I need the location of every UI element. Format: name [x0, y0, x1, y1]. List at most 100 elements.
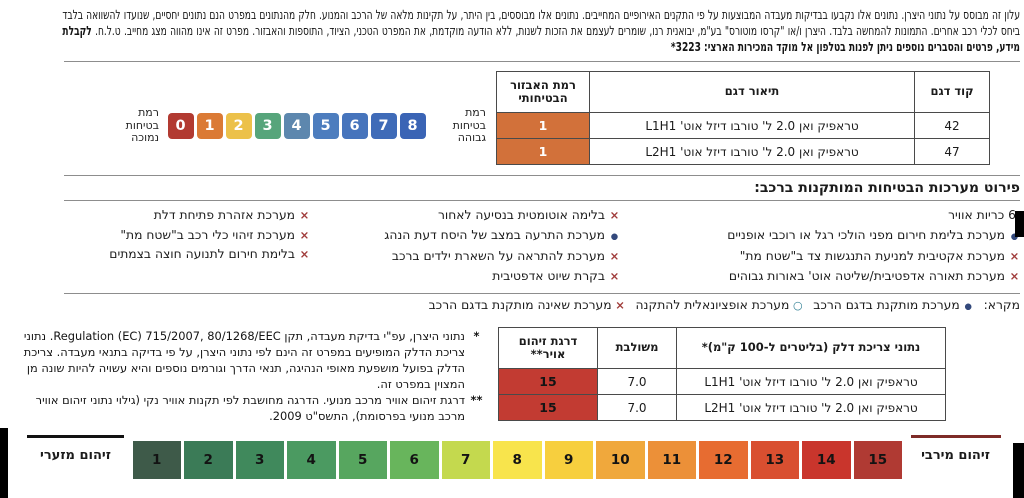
feature-marker-icon	[609, 267, 620, 287]
divider	[64, 175, 1020, 176]
feature-marker-icon	[1009, 247, 1020, 267]
footnote-asterisk: *	[473, 329, 480, 343]
safety-systems-title: פירוט מערכות הבטיחות המותקנות ברכב:	[754, 180, 1020, 196]
safety-feature-item: מערכת אזהרת פתיחת דלת	[64, 206, 310, 226]
fuel-combined-header: משולבת	[597, 327, 677, 369]
legend-label: מקרא:	[983, 298, 1020, 312]
footnote-text: נתוני היצרן, עפ"י בדיקת מעבדה, תקן Regul…	[23, 329, 465, 391]
safety-feature-item: 6 כריות אוויר	[628, 206, 1020, 226]
safety-scale-high-label: רמת בטיחות גבוהה	[452, 106, 486, 144]
safety-scale-step: 5	[312, 112, 339, 139]
pollution-degree-header: דרגת זיהום אויר**	[498, 327, 598, 369]
footnotes-block: * נתוני היצרן, עפ"י בדיקת מעבדה, תקן Reg…	[6, 328, 484, 424]
pollution-max-label: זיהום מירבי	[910, 435, 1001, 463]
fuel-combined-cell: 7.0	[597, 368, 677, 395]
legend-optional-text: מערכת אופציונאלית להתקנה	[635, 298, 790, 312]
footnote-item: * נתוני היצרן, עפ"י בדיקת מעבדה, תקן Reg…	[6, 328, 484, 392]
artifact-bar	[0, 428, 8, 498]
feature-label: מערכת אקטיבית למניעת התנגשות צד ב"שטח מת…	[739, 249, 1005, 263]
disclaimer-contact-bold-text: לקבלת מידע, פרטים והסברים נוספים ניתן לפ…	[62, 23, 1020, 54]
pollution-scale-step: 11	[647, 441, 696, 479]
legend-row: מקרא: מערכת מותקנת בדגם הרכב מערכת אופצי…	[0, 294, 1024, 320]
feature-label: 6 כריות אוויר	[948, 208, 1016, 222]
footnote-item: ** דרגת זיהום אוויר מרכב מנועי. הדרגה מח…	[6, 392, 484, 424]
feature-label: מערכת להתראה על השארת ילדים ברכב	[391, 249, 605, 263]
feature-label: בלימה אוטומטית בנסיעה לאחור	[437, 208, 605, 222]
safety-feature-item: בלימה אוטומטית בנסיעה לאחור	[318, 206, 620, 226]
divider	[64, 200, 1020, 201]
feature-label: מערכת זיהוי כלי רכב ב"שטח מת"	[120, 227, 295, 242]
disclaimer-paragraph: עלון זה מבוסס על נתוני היצרן. נתונים אלו…	[62, 7, 1020, 55]
table-row: 47 טראפיק ואן 2.0 ל' טורבו דיזל אוט' L2H…	[496, 138, 990, 165]
artifact-bar	[1015, 211, 1024, 237]
safety-scale-step: 2	[225, 112, 252, 139]
safety-feature-item: מערכת התרעה במצב של היסח דעת הנהג	[318, 226, 620, 248]
pollution-scale-step: 4	[287, 441, 336, 479]
safety-scale-step: 4	[283, 112, 310, 139]
pollution-scale-step: 7	[441, 441, 490, 479]
table-header-row: קוד דגם תיאור דגם רמת האבזור הבטיחותי	[496, 71, 990, 113]
safety-scale-step: 8	[399, 112, 426, 139]
feature-label: מערכת תאורה אדפטיבית/שליטה אוט' באורות ג…	[728, 268, 1005, 283]
divider	[64, 61, 1020, 62]
feature-label: מערכת בלימת חירום מפני הולכי רגל או רוכב…	[727, 227, 1005, 242]
safety-level-header: רמת האבזור הבטיחותי	[496, 71, 590, 113]
safety-scale-step: 6	[341, 112, 368, 139]
feature-marker-icon	[609, 226, 620, 248]
feature-label: בקרת שיוט אדפטיבית	[492, 268, 605, 283]
safety-feature-item: בקרת שיוט אדפטיבית	[318, 267, 620, 287]
safety-feature-item: מערכת אקטיבית למניעת התנגשות צד ב"שטח מת…	[628, 247, 1020, 267]
feature-marker-icon	[299, 226, 310, 246]
safety-scale-step: 0	[167, 112, 194, 139]
model-desc-cell: טראפיק ואן 2.0 ל' טורבו דיזל אוט' L1H1	[589, 112, 915, 139]
fuel-section: נתוני צריכת דלק (בליטרים ל-100 ק"מ)* משו…	[0, 320, 1024, 424]
safety-scale-low-label: רמת בטיחות נמוכה	[125, 106, 159, 144]
safety-systems-column: בלימה אוטומטית בנסיעה לאחור מערכת התרעה …	[318, 206, 620, 286]
pollution-scale-step: 1	[132, 441, 181, 479]
feature-marker-icon	[609, 206, 620, 226]
footnote-text: דרגת זיהום אוויר מרכב מנועי. הדרגה מחושב…	[35, 393, 465, 423]
pollution-scale-step: 13	[750, 441, 799, 479]
safety-feature-item: מערכת להתראה על השארת ילדים ברכב	[318, 247, 620, 267]
table-header-row: נתוני צריכת דלק (בליטרים ל-100 ק"מ)* משו…	[498, 327, 946, 369]
safety-feature-item: בלימת חירום לתנועה חוצה בצמתים	[64, 245, 310, 265]
optional-circle-icon	[792, 298, 803, 312]
model-table: קוד דגם תיאור דגם רמת האבזור הבטיחותי 42…	[496, 71, 990, 165]
model-desc-cell: טראפיק ואן 2.0 ל' טורבו דיזל אוט' L2H1	[589, 138, 915, 165]
table-row: 42 טראפיק ואן 2.0 ל' טורבו דיזל אוט' L1H…	[496, 112, 990, 139]
table-row: טראפיק ואן 2.0 ל' טורבו דיזל אוט' L1H1 7…	[498, 368, 946, 395]
model-code-cell: 47	[914, 138, 990, 165]
disclaimer-text: עלון זה מבוסס על נתוני היצרן. נתונים אלו…	[62, 7, 1020, 38]
feature-label: בלימת חירום לתנועה חוצה בצמתים	[109, 247, 295, 261]
legend-not-installed-text: מערכת שאינה מותקנת בדגם הרכב	[428, 298, 612, 312]
safety-scale-step: 1	[196, 112, 223, 139]
safety-feature-item: מערכת תאורה אדפטיבית/שליטה אוט' באורות ג…	[628, 267, 1020, 287]
pollution-scale-step: 8	[493, 441, 542, 479]
safety-scale-step: 3	[254, 112, 281, 139]
feature-marker-icon	[299, 245, 310, 265]
feature-label: מערכת אזהרת פתיחת דלת	[153, 208, 295, 222]
safety-systems-column: מערכת אזהרת פתיחת דלת מערכת זיהוי כלי רכ…	[64, 206, 310, 286]
safety-feature-item: מערכת בלימת חירום מפני הולכי רגל או רוכב…	[628, 226, 1020, 248]
pollution-scale-step: 15	[853, 441, 902, 479]
pollution-degree-cell: 15	[498, 368, 598, 395]
legend-installed-text: מערכת מותקנת בדגם הרכב	[813, 298, 960, 312]
pollution-scale-step: 6	[390, 441, 439, 479]
fuel-desc-cell: טראפיק ואן 2.0 ל' טורבו דיזל אוט' L2H1	[676, 394, 946, 421]
model-and-safety-section: קוד דגם תיאור דגם רמת האבזור הבטיחותי 42…	[0, 62, 1024, 175]
pollution-scale-step: 3	[235, 441, 284, 479]
feature-label: מערכת התרעה במצב של היסח דעת הנהג	[384, 227, 605, 242]
pollution-scale-step: 10	[596, 441, 645, 479]
safety-scale-step: 7	[370, 112, 397, 139]
not-installed-x-icon	[615, 298, 626, 312]
fuel-desc-cell: טראפיק ואן 2.0 ל' טורבו דיזל אוט' L1H1	[676, 368, 946, 395]
safety-level-scale: רמת בטיחות נמוכה 0 1 2 3 4 5 6 7 8 רמת ב…	[107, 106, 486, 145]
table-row: טראפיק ואן 2.0 ל' טורבו דיזל אוט' L2H1 7…	[498, 394, 946, 421]
feature-marker-icon	[609, 247, 620, 267]
divider	[64, 293, 1020, 294]
pollution-degree-cell: 15	[498, 394, 598, 421]
pollution-scale-step: 2	[184, 441, 233, 479]
feature-marker-icon	[299, 206, 310, 226]
